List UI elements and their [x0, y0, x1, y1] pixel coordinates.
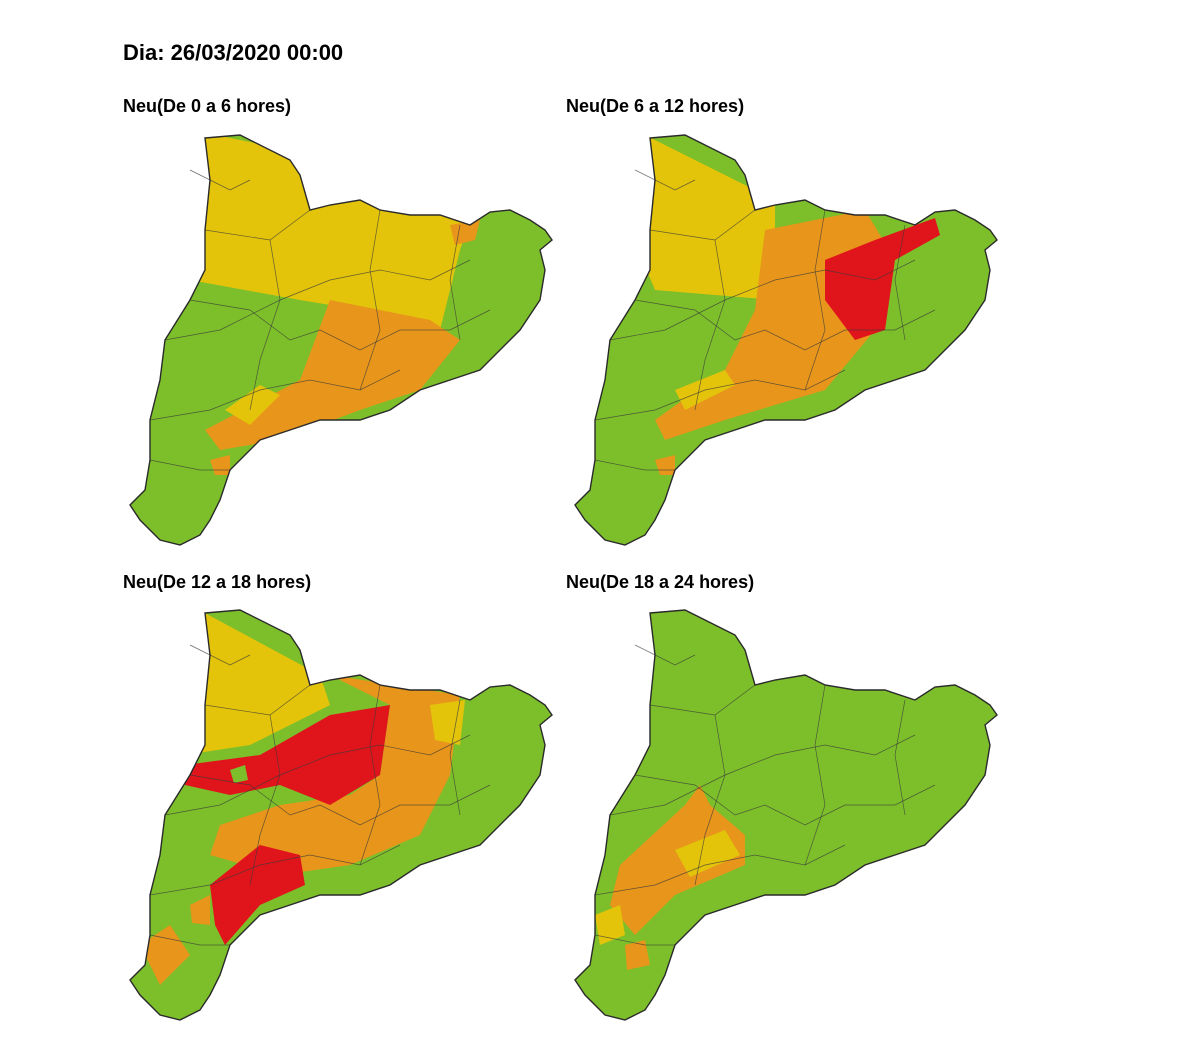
zone: [210, 675, 460, 875]
page-title: Dia: 26/03/2020 00:00: [123, 40, 343, 65]
map-fill: [575, 610, 997, 1020]
map-fill: [130, 610, 552, 1020]
panel-title: Neu(De 12 a 18 hores): [123, 572, 311, 592]
map-fill: [575, 135, 997, 545]
zone: [205, 300, 460, 450]
map-panel: [574, 134, 998, 546]
zone: [675, 830, 740, 877]
zone: [190, 895, 210, 925]
zone: [595, 905, 625, 945]
panel-title: Neu(De 0 a 6 hores): [123, 96, 291, 116]
zone: [630, 135, 775, 300]
zone: [230, 765, 248, 783]
panel-title: Neu(De 18 a 24 hores): [566, 572, 754, 592]
map-panel: [129, 134, 553, 546]
zone: [610, 785, 745, 935]
zone: [825, 218, 940, 340]
zone: [225, 385, 280, 425]
map-panel: [129, 609, 553, 1021]
map-panel: [574, 609, 998, 1021]
zone: [625, 940, 650, 970]
zone: [185, 610, 330, 755]
zone: [140, 925, 190, 985]
zone: [210, 845, 305, 945]
map-fill: [130, 135, 552, 545]
zone: [430, 700, 465, 745]
panel-title: Neu(De 6 a 12 hores): [566, 96, 744, 116]
